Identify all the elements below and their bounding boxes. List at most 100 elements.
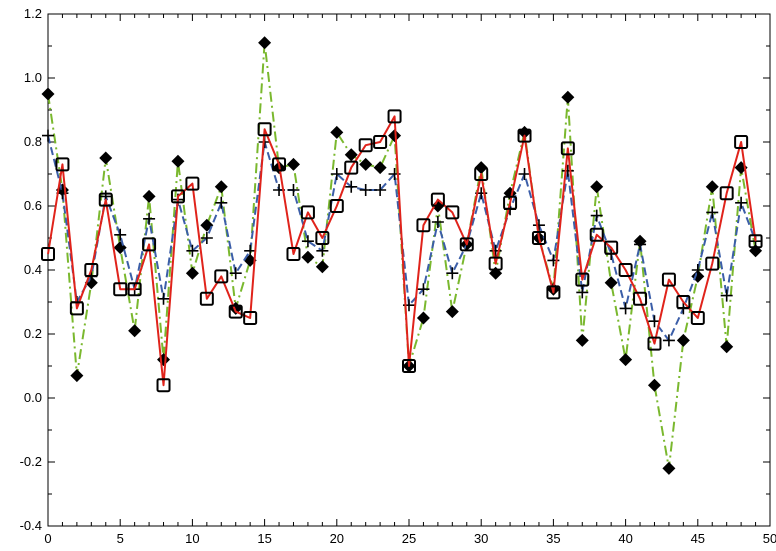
diamond-marker [575, 333, 589, 347]
plus-marker [662, 334, 675, 347]
plus-marker [229, 267, 242, 280]
square-marker [430, 192, 445, 207]
diamond-marker [647, 378, 661, 392]
square-marker [243, 311, 258, 325]
square-marker [127, 282, 142, 297]
diamond-marker [70, 369, 84, 383]
series-3 [41, 109, 763, 393]
diamond-marker [604, 276, 618, 290]
square-marker [286, 247, 301, 261]
diamond-marker [315, 260, 329, 274]
x-tick-label: 35 [546, 531, 560, 546]
diamond-marker [286, 157, 300, 171]
square-marker [272, 157, 287, 172]
diamond-marker [359, 157, 373, 171]
diamond-marker [128, 324, 142, 338]
x-tick-label: 20 [330, 531, 344, 546]
x-tick-label: 40 [618, 531, 632, 546]
axis-ticks [47, 13, 771, 527]
square-marker [734, 135, 749, 149]
square-marker [142, 237, 157, 252]
plus-marker [634, 238, 647, 251]
diamond-marker [720, 340, 734, 354]
square-marker [84, 263, 99, 277]
y-tick-label: 0.2 [24, 326, 42, 341]
plus-marker [114, 228, 127, 241]
square-marker [503, 195, 518, 210]
square-marker [402, 359, 416, 373]
plus-marker [287, 184, 300, 196]
y-tick-label: 1.0 [24, 70, 42, 85]
diamond-marker [445, 305, 459, 319]
square-marker [690, 311, 705, 325]
plus-marker [345, 180, 358, 193]
plus-marker [735, 196, 748, 209]
x-tick-label: 15 [257, 531, 271, 546]
diamond-marker [676, 333, 690, 347]
square-marker [373, 135, 388, 149]
diamond-marker [590, 180, 604, 194]
square-marker [560, 141, 575, 156]
square-marker [647, 336, 662, 351]
diamond-marker [373, 161, 387, 175]
square-marker [329, 199, 344, 213]
plus-marker [301, 235, 314, 248]
plus-marker [42, 129, 54, 142]
square-marker [416, 218, 431, 233]
y-tick-label: 0.4 [24, 262, 42, 277]
plus-marker [143, 212, 156, 225]
plus-marker [431, 216, 444, 228]
diamond-marker [142, 189, 156, 203]
square-marker [300, 205, 315, 220]
square-marker [546, 285, 561, 300]
square-marker [98, 192, 113, 207]
square-marker [185, 176, 200, 191]
diamond-marker [185, 266, 199, 280]
diamond-marker [99, 151, 113, 165]
diamond-marker [330, 125, 344, 139]
square-marker [55, 157, 70, 172]
square-marker [445, 205, 460, 220]
plus-marker [316, 244, 329, 257]
x-tick-label: 25 [402, 531, 416, 546]
axis-labels: 0 5 10 15 20 25 30 35 40 45 50 -0.4 -0.2 0.0 0.2 0.4 0.6… [20, 6, 776, 546]
square-marker [459, 237, 474, 252]
plus-marker [518, 168, 531, 180]
x-tick-label: 45 [691, 531, 705, 546]
square-marker [41, 247, 55, 261]
square-marker [199, 291, 214, 306]
square-marker [315, 231, 330, 245]
square-marker [676, 295, 691, 309]
x-tick-label: 30 [474, 531, 488, 546]
plus-marker [590, 209, 603, 222]
diamond-marker [388, 129, 402, 143]
square-marker [748, 234, 763, 249]
series-layer [41, 36, 763, 475]
square-marker [661, 272, 676, 287]
plus-marker [706, 206, 719, 219]
y-tick-label: 0.6 [24, 198, 42, 213]
square-marker [575, 272, 590, 287]
y-tick-label: 0.8 [24, 134, 42, 149]
plus-marker [186, 244, 199, 257]
diamond-marker [171, 154, 185, 168]
diamond-marker [619, 353, 633, 367]
diamond-marker [41, 87, 55, 101]
diamond-marker [705, 180, 719, 194]
square-marker [604, 240, 619, 255]
square-marker [358, 138, 373, 153]
diamond-marker [561, 90, 575, 104]
diamond-marker [344, 148, 358, 162]
plus-marker [244, 244, 257, 257]
y-tick-label: 0.0 [24, 390, 42, 405]
square-marker [170, 189, 185, 204]
square-marker [618, 263, 633, 277]
plus-marker [215, 196, 228, 209]
plus-marker [359, 184, 372, 196]
diamond-marker [662, 461, 676, 475]
square-marker [719, 186, 734, 201]
x-tick-label: 0 [44, 531, 51, 546]
y-tick-label: -0.4 [20, 518, 42, 533]
plus-marker [648, 315, 661, 328]
